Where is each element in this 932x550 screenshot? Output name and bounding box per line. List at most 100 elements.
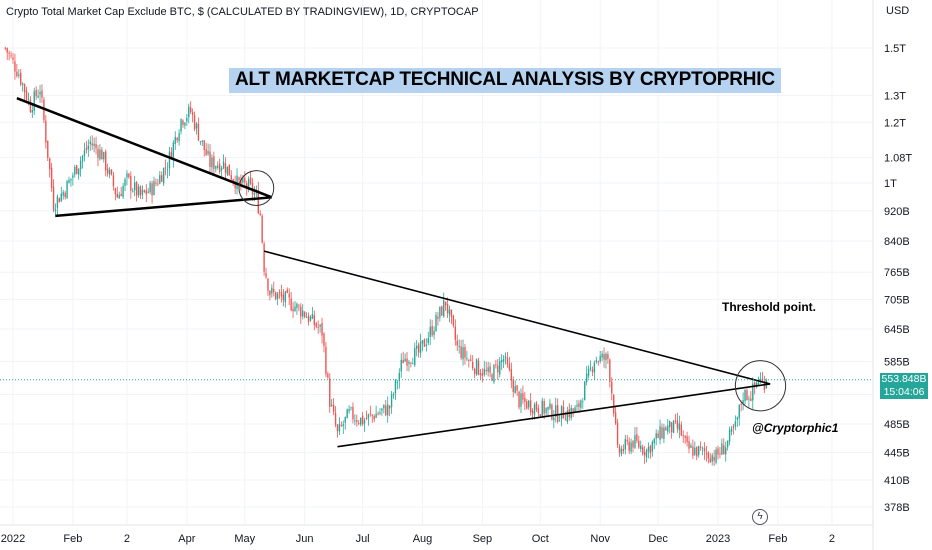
candle-body (58, 198, 61, 203)
price-tick-label: 378B (884, 502, 910, 514)
candle-body (97, 148, 99, 158)
candle-body (425, 344, 428, 346)
candle-body (566, 410, 569, 422)
candle-body (25, 90, 28, 100)
candle-body (290, 298, 292, 311)
candle-body (133, 182, 136, 191)
candle-body (379, 412, 381, 414)
candle-body (228, 164, 231, 176)
price-tick-label: 920B (884, 206, 910, 218)
candle-body (400, 359, 402, 372)
candle-body (29, 100, 32, 113)
time-tick-label: Feb (768, 533, 787, 545)
candle-body (226, 166, 229, 175)
candle-body (6, 48, 8, 53)
candle-body (269, 290, 271, 296)
candle-body (744, 389, 746, 402)
candle-body (576, 405, 578, 407)
candle-body (497, 365, 499, 373)
candle-body (288, 293, 290, 298)
candle-body (211, 157, 213, 168)
candle-body (81, 155, 84, 162)
candle-body (103, 152, 105, 160)
candle-body (60, 193, 62, 201)
candle-body (464, 347, 466, 358)
candle-body (725, 447, 727, 455)
candle-body (176, 137, 178, 141)
candle-body (574, 407, 576, 412)
last-price-tag: 553.848B (880, 372, 928, 386)
candle-body (236, 175, 238, 189)
candle-body (645, 449, 648, 458)
candle-body (350, 407, 352, 409)
candle-body (736, 417, 739, 420)
candle-body (419, 341, 422, 353)
candle-body (143, 190, 146, 192)
grid (0, 0, 873, 525)
candle-body (533, 404, 536, 415)
candle-body (164, 167, 167, 169)
candle-body (410, 362, 412, 364)
candle-body (49, 158, 51, 170)
candle-body (711, 455, 713, 462)
candle-body (524, 397, 526, 402)
candle-body (618, 446, 621, 453)
candle-body (72, 175, 74, 178)
candle-body (124, 179, 126, 186)
candle-body (682, 435, 684, 437)
candle-body (696, 446, 698, 457)
candle-body (135, 182, 138, 196)
candle-body (614, 412, 617, 424)
candle-body (249, 177, 252, 184)
candle-body (358, 423, 360, 424)
candle-body (458, 345, 460, 348)
candle-body (601, 353, 603, 358)
candle-body (686, 436, 688, 443)
candle-body (197, 123, 200, 141)
candle-body (161, 175, 163, 182)
candle-body (278, 292, 281, 294)
candle-body (466, 358, 468, 360)
candle-body (473, 368, 476, 374)
candle-body (251, 182, 254, 195)
candle-body (680, 424, 682, 436)
candle-body (157, 183, 159, 185)
candle-body (759, 379, 762, 381)
candle-body (242, 176, 244, 183)
candle-body (726, 440, 729, 448)
candle-body (294, 306, 296, 312)
candle-body (110, 169, 113, 175)
candle-body (697, 446, 700, 456)
candle-body (10, 55, 12, 57)
candle-body (674, 420, 677, 422)
candle-body (651, 441, 654, 452)
candle-body (244, 177, 246, 183)
candle-body (597, 361, 599, 363)
candle-body (356, 420, 358, 423)
candle-body (452, 315, 455, 326)
candle-body (647, 446, 650, 452)
candle-body (371, 414, 373, 416)
price-tick-label: 1T (884, 178, 897, 190)
candle-body (549, 403, 551, 409)
candle-body (234, 181, 236, 189)
candle-body (412, 363, 414, 365)
candle-body (162, 168, 165, 184)
candle-body (589, 367, 592, 369)
price-tick-label: 1.2T (884, 117, 906, 129)
candle-body (39, 91, 41, 95)
candle-body (510, 368, 513, 381)
candle-body (558, 420, 561, 422)
candle-body (201, 140, 203, 142)
candle-body (512, 379, 514, 393)
candle-body (584, 381, 586, 401)
time-tick-label: Sep (473, 533, 493, 545)
candle-body (580, 400, 582, 408)
candle-body (35, 90, 37, 97)
candle-body (404, 358, 406, 362)
candle-body (271, 287, 273, 294)
candle-body (636, 434, 638, 441)
candle-body (607, 354, 609, 359)
lightning-icon[interactable]: ϟ (752, 509, 768, 525)
candle-body (137, 186, 140, 196)
